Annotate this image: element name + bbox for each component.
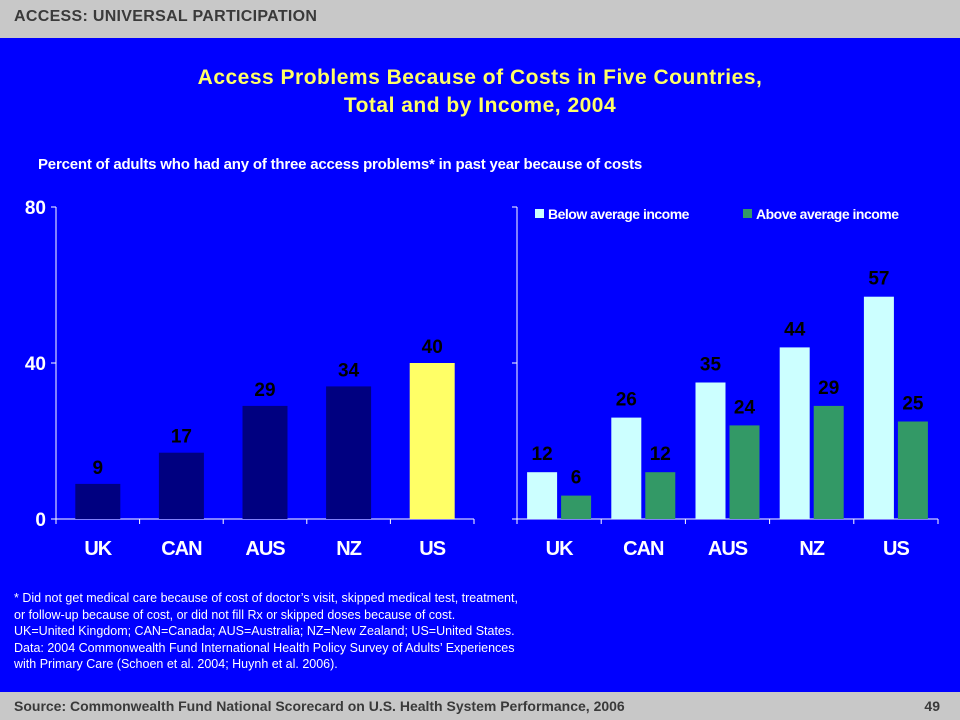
footer-bar: Source: Commonwealth Fund National Score… <box>0 692 960 720</box>
left-y-tick-label: 40 <box>25 354 46 375</box>
above-income-value-label: 24 <box>734 397 756 418</box>
below-income-legend-swatch <box>535 209 544 218</box>
below-income-bar-aus <box>695 382 726 519</box>
above-income-bar-nz <box>813 405 844 519</box>
left-category-label: US <box>419 538 445 560</box>
below-income-value-label: 57 <box>868 269 889 290</box>
total-value-label: 29 <box>254 380 275 401</box>
below-income-legend-label: Below average income <box>548 206 690 222</box>
total-value-label: 9 <box>93 458 104 479</box>
right-category-label: CAN <box>623 538 664 560</box>
total-value-label: 17 <box>171 427 192 448</box>
left-category-label: CAN <box>161 538 202 560</box>
total-value-label: 34 <box>338 360 360 381</box>
source-text: Source: Commonwealth Fund National Score… <box>14 698 625 714</box>
right-category-label: UK <box>546 538 574 560</box>
above-income-value-label: 12 <box>650 444 671 465</box>
footnote-line: Data: 2004 Commonwealth Fund Internation… <box>14 640 515 655</box>
above-income-bar-aus <box>729 425 760 519</box>
left-y-tick-label: 0 <box>35 510 46 531</box>
right-category-label: US <box>883 538 909 560</box>
right-category-label: NZ <box>799 538 824 560</box>
chart-subtitle: Percent of adults who had any of three a… <box>38 156 643 173</box>
above-income-value-label: 6 <box>571 468 582 489</box>
left-category-label: NZ <box>336 538 361 560</box>
total-bar-can <box>158 452 204 519</box>
above-income-legend-label: Above average income <box>756 206 899 222</box>
chart-title: Access Problems Because of Costs in Five… <box>0 64 960 120</box>
right-category-label: AUS <box>708 538 748 560</box>
total-value-label: 40 <box>422 337 443 358</box>
section-label: ACCESS: UNIVERSAL PARTICIPATION <box>14 8 318 25</box>
below-income-value-label: 44 <box>784 319 806 340</box>
left-y-tick-label: 80 <box>25 198 46 219</box>
total-bar-aus <box>242 405 288 519</box>
footnote-line: UK=United Kingdom; CAN=Canada; AUS=Austr… <box>14 624 515 638</box>
page-number: 49 <box>924 698 940 714</box>
footnote-line: with Primary Care (Schoen et al. 2004; H… <box>14 657 338 671</box>
footnote-line: * Did not get medical care because of co… <box>14 591 518 605</box>
above-income-legend-swatch <box>743 209 752 218</box>
left-category-label: AUS <box>245 538 285 560</box>
below-income-value-label: 35 <box>700 355 722 376</box>
above-income-value-label: 25 <box>902 394 924 415</box>
below-income-bar-us <box>863 296 894 519</box>
below-income-value-label: 26 <box>616 390 637 411</box>
below-income-bar-uk <box>527 472 558 519</box>
chart-title-line2: Total and by Income, 2004 <box>343 94 617 117</box>
below-income-value-label: 12 <box>532 444 553 465</box>
left-category-label: UK <box>84 538 112 560</box>
total-bar-nz <box>326 386 372 519</box>
header-bar: ACCESS: UNIVERSAL PARTICIPATION <box>0 0 960 38</box>
below-income-bar-can <box>611 417 642 519</box>
footnote-line: or follow-up because of cost, or did not… <box>14 607 456 622</box>
above-income-bar-us <box>897 421 928 519</box>
chart-title-line1: Access Problems Because of Costs in Five… <box>197 66 763 89</box>
above-income-bar-uk <box>561 495 592 519</box>
above-income-bar-can <box>645 472 676 519</box>
below-income-bar-nz <box>779 347 810 519</box>
total-bar-us <box>409 363 455 519</box>
total-bar-uk <box>75 483 121 519</box>
above-income-value-label: 29 <box>818 378 839 399</box>
footnote: * Did not get medical care because of co… <box>14 590 694 673</box>
